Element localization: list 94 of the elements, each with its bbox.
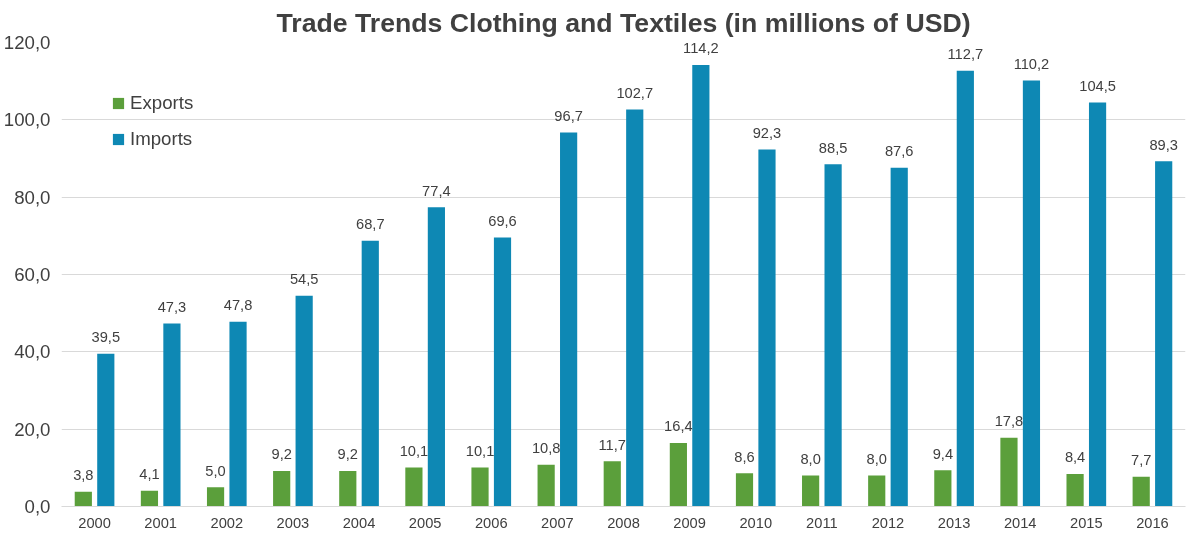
- x-tick-label: 2003: [276, 514, 310, 531]
- data-label: 3,8: [73, 467, 94, 484]
- data-label: 69,6: [488, 212, 517, 229]
- y-tick-label: 40,0: [14, 341, 51, 363]
- bar: [669, 443, 687, 507]
- data-label: 96,7: [554, 107, 583, 124]
- bar: [537, 464, 555, 507]
- data-label: 8,4: [1064, 449, 1086, 466]
- x-tick-label: 2009: [673, 514, 706, 531]
- bar: [758, 149, 776, 507]
- y-tick-label: 20,0: [14, 418, 51, 440]
- bar: [339, 470, 357, 507]
- data-label: 8,6: [734, 448, 755, 465]
- data-label: 4,1: [139, 466, 160, 483]
- data-label: 110,2: [1013, 55, 1050, 72]
- data-label: 9,2: [271, 446, 292, 463]
- data-label: 87,6: [884, 143, 914, 160]
- data-label: 47,3: [157, 299, 187, 316]
- data-label: 102,7: [616, 84, 654, 101]
- x-tick-label: 2012: [871, 514, 905, 531]
- x-tick-label: 2000: [78, 514, 111, 531]
- x-tick-label: 2007: [541, 514, 574, 531]
- x-tick-label: 2008: [607, 514, 640, 531]
- x-tick-label: 2014: [1003, 514, 1037, 531]
- bar: [295, 295, 313, 507]
- x-tick-label: 2005: [408, 514, 442, 531]
- x-tick-label: 2011: [806, 514, 838, 531]
- x-tick-label: 2006: [474, 514, 508, 531]
- data-label: 17,8: [994, 413, 1024, 430]
- bar: [405, 467, 423, 507]
- bar: [692, 64, 710, 507]
- data-label: 7,7: [1131, 452, 1152, 469]
- bar: [361, 240, 379, 507]
- data-label: 9,2: [337, 446, 358, 463]
- legend-label: Imports: [130, 128, 193, 150]
- bar: [934, 470, 952, 507]
- data-label: 88,5: [818, 139, 848, 156]
- bar: [206, 487, 225, 507]
- x-tick-label: 2013: [937, 514, 971, 531]
- data-label: 39,5: [91, 329, 121, 346]
- bar: [273, 470, 291, 507]
- bar: [560, 132, 578, 507]
- bar: [74, 491, 92, 507]
- bar: [229, 321, 247, 507]
- bar: [735, 473, 754, 507]
- legend-label: Exports: [130, 92, 194, 114]
- bar: [471, 467, 489, 507]
- bar: [493, 237, 512, 507]
- bar: [97, 353, 115, 507]
- data-label: 77,4: [422, 182, 451, 199]
- bar: [1066, 474, 1084, 507]
- data-label: 104,5: [1079, 77, 1116, 94]
- y-tick-label: 80,0: [14, 186, 51, 208]
- x-tick-label: 2016: [1136, 514, 1169, 531]
- bar: [868, 475, 886, 507]
- bar: [427, 207, 445, 507]
- data-label: 112,7: [947, 46, 984, 63]
- y-tick-label: 0,0: [24, 496, 51, 517]
- data-label: 10,1: [465, 442, 495, 459]
- bar: [824, 164, 842, 507]
- data-label: 92,3: [752, 125, 782, 142]
- data-label: 47,8: [223, 297, 253, 314]
- x-tick-label: 2015: [1070, 514, 1103, 531]
- bar: [956, 70, 974, 507]
- data-label: 9,4: [932, 445, 954, 462]
- y-tick-label: 100,0: [3, 109, 51, 131]
- x-tick-label: 2001: [144, 514, 177, 531]
- bar: [163, 323, 181, 507]
- bar: [890, 167, 908, 507]
- bar: [802, 475, 820, 507]
- bar: [603, 461, 621, 507]
- bar: [1155, 161, 1173, 507]
- data-label: 68,7: [356, 216, 385, 233]
- data-label: 8,0: [866, 450, 887, 467]
- data-label: 11,7: [598, 436, 626, 453]
- data-label: 10,8: [531, 440, 561, 457]
- bar: [1132, 476, 1150, 507]
- y-tick-label: 60,0: [14, 264, 51, 285]
- chart-title: Trade Trends Clothing and Textiles (in millions of USD): [276, 7, 971, 38]
- data-label: 89,3: [1149, 136, 1178, 153]
- data-label: 54,5: [289, 271, 319, 288]
- bar: [626, 109, 644, 507]
- bar: [140, 490, 159, 507]
- x-tick-label: 2010: [739, 514, 773, 531]
- x-tick-label: 2004: [342, 514, 376, 531]
- x-tick-label: 2002: [210, 514, 244, 531]
- data-label: 114,2: [683, 40, 719, 57]
- y-tick-label: 120,0: [3, 32, 51, 53]
- bar: [1022, 80, 1041, 507]
- data-label: 10,1: [399, 442, 429, 459]
- bar: [1088, 102, 1107, 507]
- bar: [1000, 437, 1018, 507]
- data-label: 5,0: [205, 462, 226, 479]
- data-label: 8,0: [800, 450, 821, 467]
